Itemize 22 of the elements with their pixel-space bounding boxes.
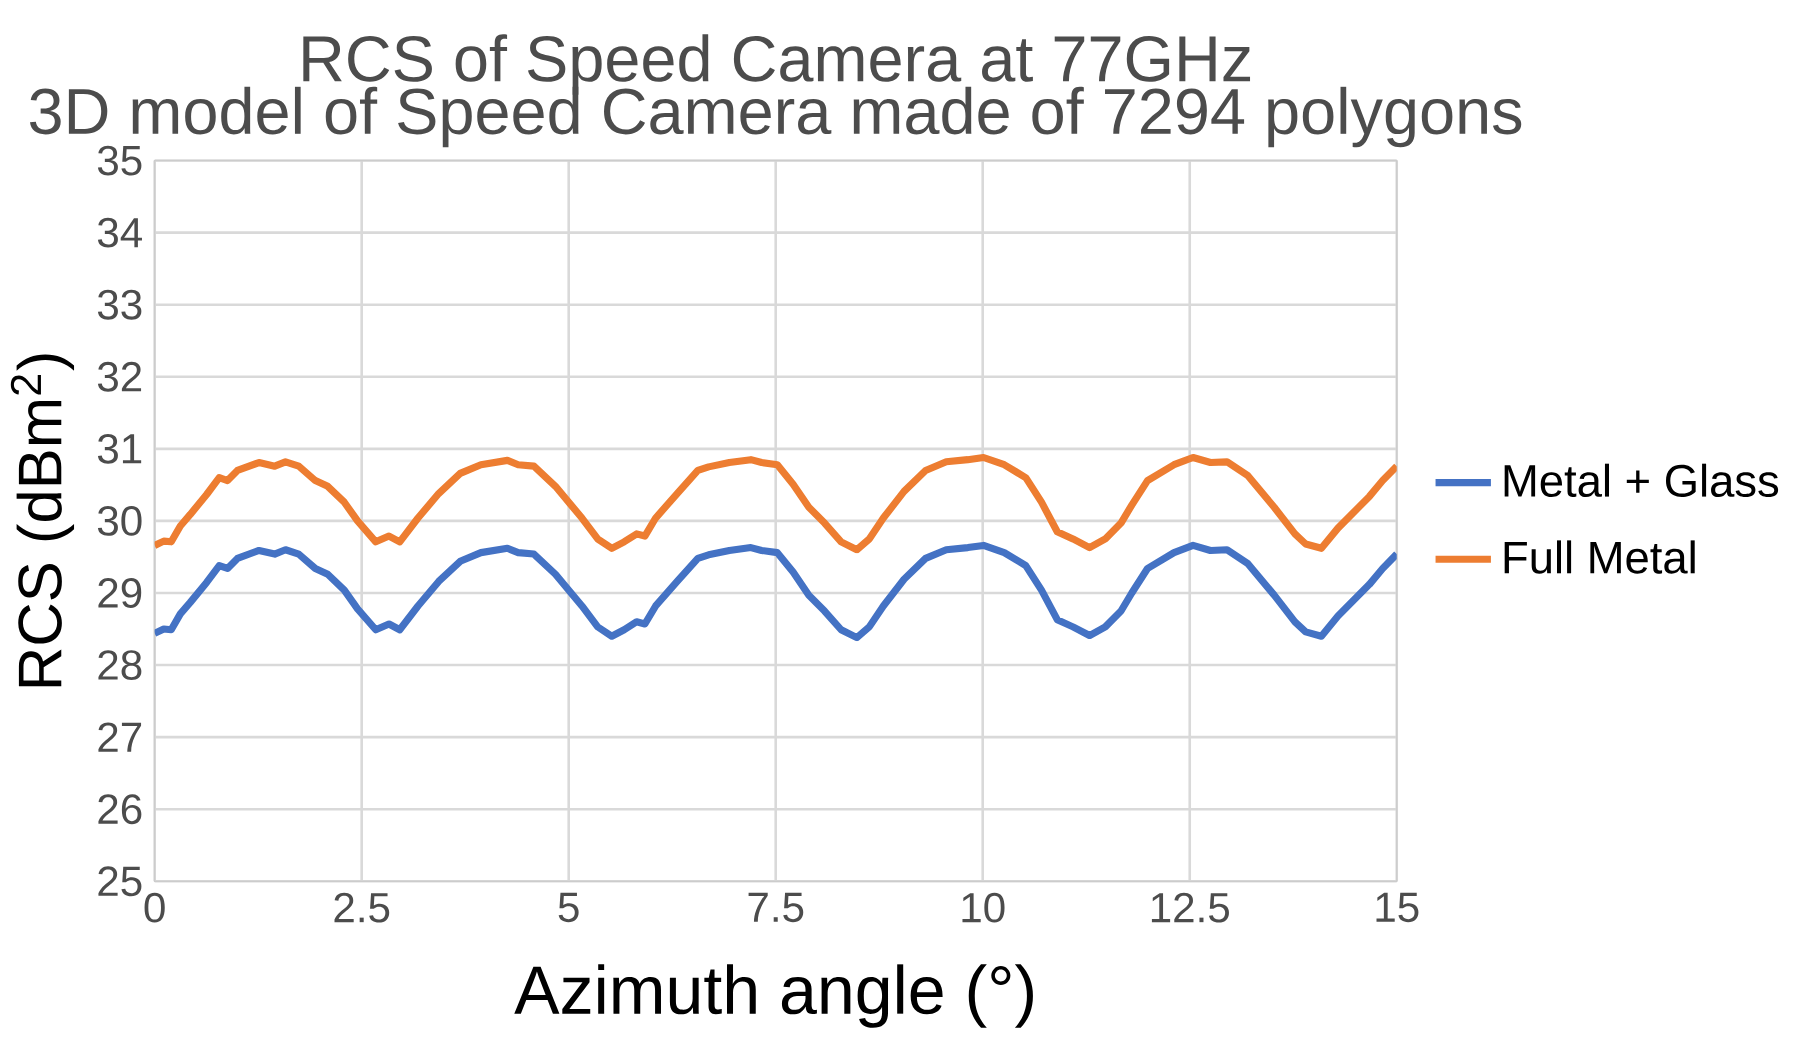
- y-tick-label: 32: [97, 362, 142, 392]
- y-tick-label: 28: [98, 650, 142, 681]
- y-tick-label: 30: [97, 506, 142, 537]
- x-tick-label: 5: [558, 892, 579, 923]
- y-tick-label: 31: [97, 434, 142, 464]
- x-tick-label: 15: [1376, 892, 1419, 923]
- y-tick-label: 27: [98, 722, 142, 753]
- x-tick-label: 2.5: [334, 892, 390, 923]
- x-tick-label: 0: [144, 892, 165, 923]
- y-tick-label: 33: [97, 289, 142, 320]
- legend-label: Metal + Glass: [1504, 463, 1779, 498]
- y-tick-label: 34: [97, 217, 142, 248]
- y-tick-label: 26: [98, 794, 142, 825]
- y-tick-label: 35: [97, 145, 142, 176]
- y-tick-label: 25: [98, 866, 142, 897]
- legend-label: Full Metal: [1504, 540, 1695, 574]
- y-tick-label: 29: [98, 578, 142, 609]
- x-axis-title: Azimuth angle (°): [514, 964, 1033, 1028]
- x-tick-label: 7.5: [748, 892, 804, 923]
- y-axis-title: RCS (dBm$^{2}$): [10, 354, 75, 687]
- x-tick-label: 10: [962, 892, 1005, 923]
- x-tick-label: 12.5: [1151, 892, 1229, 923]
